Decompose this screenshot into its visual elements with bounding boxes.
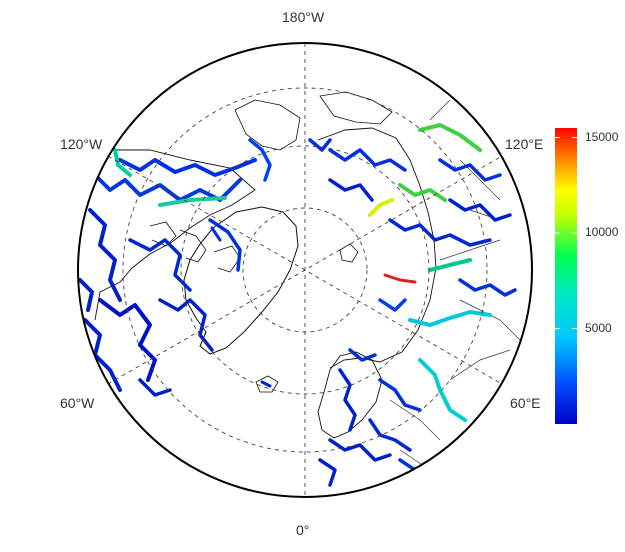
scandinavia-coastline xyxy=(317,351,383,439)
colorbar-tick-label: 10000 xyxy=(585,225,619,240)
label-top: 180°W xyxy=(282,9,325,25)
eurasia-coastline xyxy=(317,127,437,369)
north-america-coastline xyxy=(94,149,256,321)
colorbar-tick-label: 5000 xyxy=(585,320,612,335)
colorbar xyxy=(555,128,577,424)
label-right-lower: 60°E xyxy=(510,395,541,411)
colorbar-tick-label: 15000 xyxy=(585,129,619,144)
iceland-outline xyxy=(255,375,279,393)
graticule xyxy=(107,43,503,497)
svalbard-outline xyxy=(339,243,359,263)
chukotka-coastline xyxy=(319,91,393,125)
label-bottom: 0° xyxy=(296,522,310,538)
east-europe-borders xyxy=(389,239,521,471)
label-left-lower: 60°W xyxy=(60,395,95,411)
colorbar-ticks xyxy=(555,137,577,330)
label-right-upper: 120°E xyxy=(505,136,544,152)
label-left-upper: 120°W xyxy=(60,136,103,152)
alaska-coastline xyxy=(234,99,301,151)
map-border xyxy=(77,42,533,498)
